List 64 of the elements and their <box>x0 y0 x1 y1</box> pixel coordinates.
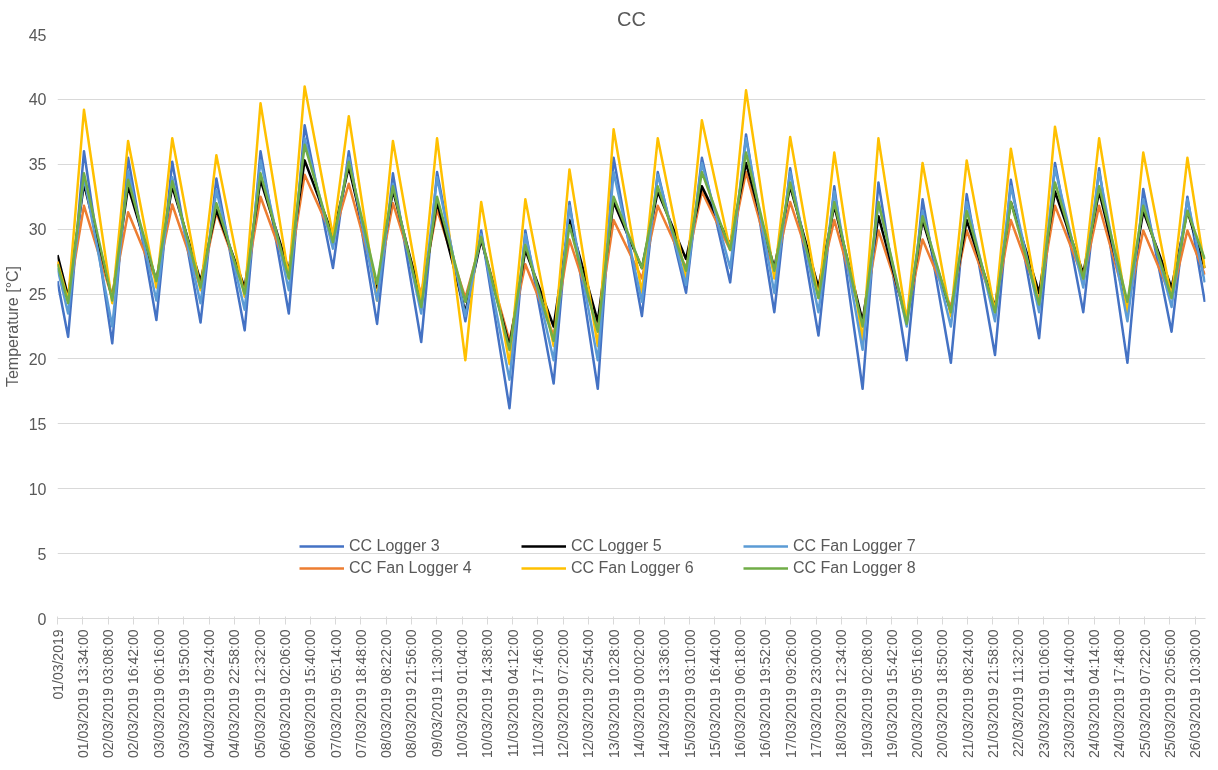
x-tick-label: 15/03/2019 16:44:00 <box>706 629 723 758</box>
x-tick-label: 15/03/2019 03:10:00 <box>681 629 698 758</box>
x-tick-label: 02/03/2019 16:42:00 <box>125 629 142 758</box>
legend-label: CC Fan Logger 6 <box>571 559 695 577</box>
x-tick-label: 06/03/2019 15:40:00 <box>302 629 319 758</box>
x-tick-label: 21/03/2019 21:58:00 <box>984 629 1001 758</box>
legend-label: CC Logger 3 <box>349 537 441 555</box>
x-tick-label: 01/03/2019 13:34:00 <box>74 629 91 758</box>
y-tick-label: 0 <box>37 610 47 628</box>
y-tick-label: 25 <box>28 286 47 304</box>
x-tick-label: 10/03/2019 14:38:00 <box>479 629 496 758</box>
x-tick-label: 19/03/2019 15:42:00 <box>883 629 900 758</box>
y-tick-label: 20 <box>28 350 47 368</box>
x-tick-label: 07/03/2019 18:48:00 <box>352 629 369 758</box>
y-tick-label: 35 <box>28 156 47 174</box>
x-tick-label: 14/03/2019 00:02:00 <box>631 629 648 758</box>
x-tick-label: 16/03/2019 06:18:00 <box>732 629 749 758</box>
x-tick-label: 24/03/2019 17:48:00 <box>1111 629 1128 758</box>
y-tick-label: 30 <box>28 221 47 239</box>
x-tick-label: 10/03/2019 01:04:00 <box>454 629 471 758</box>
legend-label: CC Fan Logger 7 <box>793 537 917 555</box>
y-tick-label: 5 <box>37 545 47 563</box>
legend-label: CC Fan Logger 4 <box>349 559 473 577</box>
x-tick-label: 12/03/2019 20:54:00 <box>580 629 597 758</box>
x-tick-label: 21/03/2019 08:24:00 <box>959 629 976 758</box>
x-tick-label: 06/03/2019 02:06:00 <box>277 629 294 758</box>
x-tick-label: 04/03/2019 22:58:00 <box>226 629 243 758</box>
x-tick-label: 20/03/2019 05:16:00 <box>909 629 926 758</box>
x-tick-label: 03/03/2019 06:16:00 <box>150 629 167 758</box>
y-tick-label: 45 <box>28 26 47 44</box>
x-tick-label: 03/03/2019 19:50:00 <box>175 629 192 758</box>
x-tick-label: 17/03/2019 23:00:00 <box>808 629 824 758</box>
x-tick-label: 25/03/2019 20:56:00 <box>1161 629 1178 758</box>
x-tick-label: 08/03/2019 08:22:00 <box>378 629 395 758</box>
x-tick-label: 09/03/2019 11:30:00 <box>428 629 445 757</box>
x-tick-label: 14/03/2019 13:36:00 <box>656 629 673 758</box>
x-tick-label: 07/03/2019 05:14:00 <box>327 629 344 758</box>
x-tick-label: 18/03/2019 12:34:00 <box>833 629 850 758</box>
x-tick-label: 19/03/2019 02:08:00 <box>858 629 875 758</box>
x-tick-label: 22/03/2019 11:32:00 <box>1010 629 1027 757</box>
x-tick-label: 17/03/2019 09:26:00 <box>782 629 799 758</box>
y-tick-label: 15 <box>28 415 47 433</box>
x-tick-label: 20/03/2019 18:50:00 <box>934 629 951 758</box>
x-tick-label: 13/03/2019 10:28:00 <box>605 629 622 758</box>
x-tick-label: 04/03/2019 09:24:00 <box>201 629 218 758</box>
x-tick-label: 26/03/2019 10:30:00 <box>1187 629 1204 758</box>
x-tick-label: 01/03/2019 <box>49 629 66 700</box>
x-tick-label: 23/03/2019 14:40:00 <box>1060 629 1077 758</box>
x-tick-label: 08/03/2019 21:56:00 <box>403 629 420 758</box>
x-tick-label: 25/03/2019 07:22:00 <box>1136 629 1153 758</box>
x-tick-label: 12/03/2019 07:20:00 <box>555 629 572 758</box>
legend-label: CC Fan Logger 8 <box>793 559 917 577</box>
x-tick-label: 23/03/2019 01:06:00 <box>1035 629 1052 758</box>
x-tick-label: 11/03/2019 04:12:00 <box>504 629 521 757</box>
x-tick-label: 05/03/2019 12:32:00 <box>251 629 268 758</box>
x-tick-label: 24/03/2019 04:14:00 <box>1086 629 1103 758</box>
y-axis-title: Temperature [°C] <box>3 265 21 388</box>
x-tick-label: 02/03/2019 03:08:00 <box>100 629 117 758</box>
chart-title: CC <box>617 7 646 30</box>
y-tick-label: 10 <box>28 480 47 498</box>
x-tick-label: 11/03/2019 17:46:00 <box>529 629 546 757</box>
legend-label: CC Logger 5 <box>571 537 663 555</box>
y-tick-label: 40 <box>28 91 47 109</box>
x-tick-label: 16/03/2019 19:52:00 <box>757 629 774 758</box>
